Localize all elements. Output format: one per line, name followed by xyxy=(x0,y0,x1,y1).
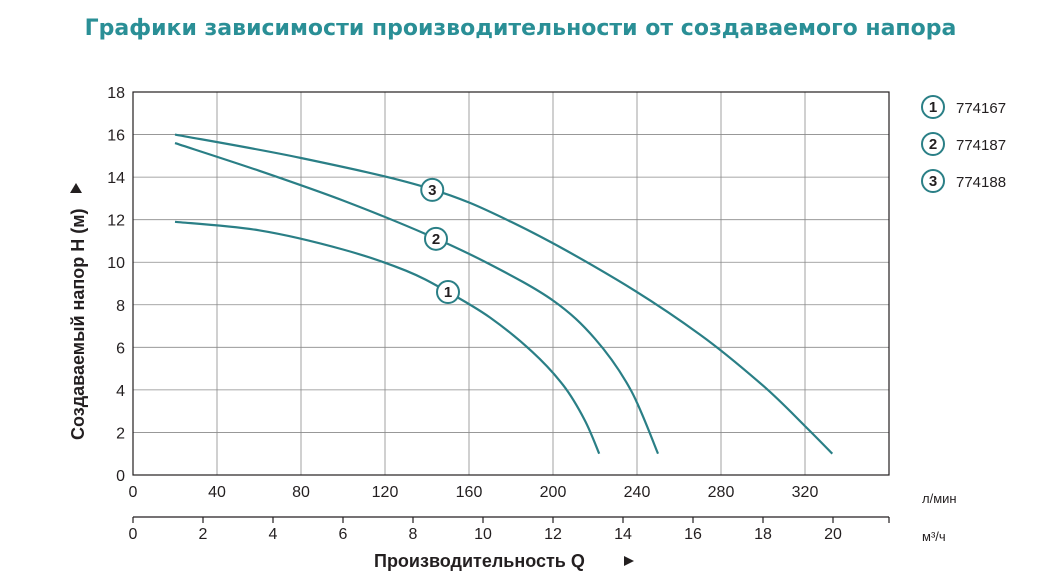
y-tick-label: 16 xyxy=(107,128,125,145)
curve-marker-label: 3 xyxy=(428,182,436,199)
legend-marker-3 xyxy=(921,169,945,193)
series-line-3 xyxy=(174,133,834,455)
legend-marker-1 xyxy=(921,95,945,119)
series-lines xyxy=(174,133,834,455)
legend-marker-label: 1 xyxy=(929,99,937,116)
x-tick-label-m3h: 16 xyxy=(684,526,702,543)
svg-text:Создаваемый напор H (м): Создаваемый напор H (м) xyxy=(68,208,88,440)
y-axis-arrow-icon xyxy=(70,183,82,193)
y-tick-label: 6 xyxy=(116,340,125,357)
y-tick-label: 12 xyxy=(107,213,125,230)
x-tick-label-lpm: 240 xyxy=(624,484,651,501)
x-tick-label-lpm: 40 xyxy=(208,484,226,501)
y-tick-label: 0 xyxy=(116,468,125,485)
legend: 1 774167 2 774187 3 774188 xyxy=(921,95,1006,193)
curve-marker-1 xyxy=(436,280,460,305)
x-tick-label-lpm: 160 xyxy=(456,484,483,501)
x-tick-label-lpm: 0 xyxy=(129,484,138,501)
x-tick-label-lpm: 280 xyxy=(708,484,735,501)
y-tick-labels: 0 2 4 6 8 10 12 14 16 18 xyxy=(107,85,125,485)
x-tick-label-lpm: 120 xyxy=(372,484,399,501)
legend-marker-label: 3 xyxy=(929,173,937,190)
x-tick-label-m3h: 2 xyxy=(199,526,208,543)
x-tick-label-m3h: 10 xyxy=(474,526,492,543)
series-line-1 xyxy=(174,220,601,455)
x-tick-label-m3h: 8 xyxy=(409,526,418,543)
x-axis-title: Производительность Q xyxy=(374,551,634,571)
x-unit-m3h: м³/ч xyxy=(922,529,946,544)
x-tick-label-m3h: 0 xyxy=(129,526,138,543)
curve-markers: 1 2 3 xyxy=(420,177,460,305)
svg-text:Производительность Q: Производительность Q xyxy=(374,551,585,571)
curve-marker-3 xyxy=(420,177,445,202)
legend-marker-label: 2 xyxy=(929,136,937,153)
legend-entry: 774187 xyxy=(956,137,1006,154)
y-tick-label: 8 xyxy=(116,298,125,315)
x-tick-label-m3h: 6 xyxy=(339,526,348,543)
legend-entry: 774188 xyxy=(956,174,1006,191)
x-tick-label-m3h: 4 xyxy=(269,526,278,543)
legend-marker-2 xyxy=(921,132,945,156)
x-tick-label-lpm: 80 xyxy=(292,484,310,501)
legend-entry: 774167 xyxy=(956,100,1006,117)
y-tick-label: 4 xyxy=(116,383,125,400)
x-tick-label-m3h: 20 xyxy=(824,526,842,543)
plot-frame xyxy=(132,91,890,476)
curve-marker-2 xyxy=(424,226,448,251)
x-unit-lpm: л/мин xyxy=(922,491,957,506)
x-tick-label-lpm: 200 xyxy=(540,484,567,501)
x-tick-labels-lpm: 0 40 80 120 160 200 240 280 320 xyxy=(129,484,819,501)
y-tick-label: 18 xyxy=(107,85,125,102)
x-tick-label-m3h: 14 xyxy=(614,526,632,543)
x-axis-arrow-icon xyxy=(624,556,634,566)
x-tick-label-m3h: 18 xyxy=(754,526,772,543)
x-tick-labels-m3h: 0 2 4 6 8 10 12 14 16 18 20 xyxy=(129,517,890,543)
x-tick-label-lpm: 320 xyxy=(792,484,819,501)
y-tick-label: 2 xyxy=(116,425,125,442)
x-tick-label-m3h: 12 xyxy=(544,526,562,543)
y-tick-label: 14 xyxy=(107,170,125,187)
grid-lines xyxy=(133,92,889,475)
curve-marker-label: 1 xyxy=(444,284,452,301)
chart-title: Графики зависимости производительности о… xyxy=(84,16,957,41)
curve-marker-label: 2 xyxy=(432,231,440,248)
y-axis-title: Создаваемый напор H (м) xyxy=(68,183,88,440)
series-line-2 xyxy=(174,142,660,455)
y-tick-label: 10 xyxy=(107,255,125,272)
